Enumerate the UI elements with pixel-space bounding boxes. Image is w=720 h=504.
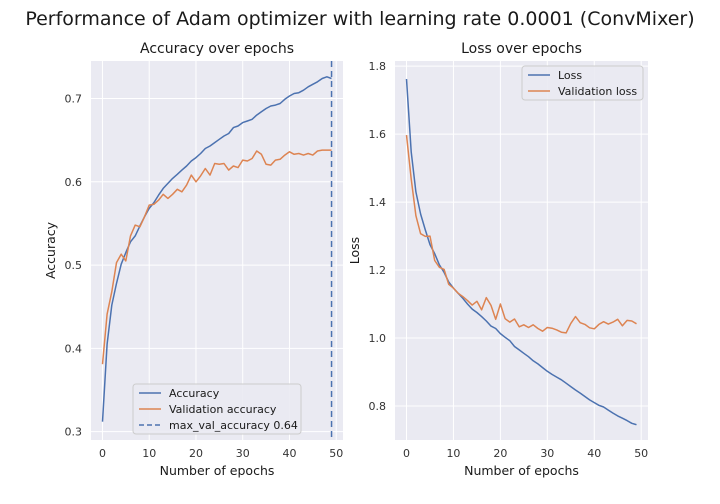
accuracy-legend-label: Accuracy [169,387,220,400]
loss-panel: 0 10 20 30 40 50 0.8 1.0 1.2 1.4 1.6 1.8 Loss over … [347,41,648,478]
accuracy-legend-label: max_val_accuracy 0.64 [169,419,298,432]
accuracy-legend: Accuracy Validation accuracy max_val_accur… [132,383,302,435]
accuracy-y-tick-label: 0.3 [65,426,83,439]
loss-legend-label: Loss [558,69,582,82]
loss-y-tick-label: 1.0 [369,332,387,345]
accuracy-panel-title: Accuracy over epochs [140,41,294,57]
accuracy-y-tick-label: 0.7 [65,92,83,105]
loss-x-tick-label: 10 [446,447,460,460]
loss-x-tick-label: 0 [403,447,410,460]
accuracy-line-validation-accuracy [101,149,332,365]
accuracy-y-tick-label: 0.5 [65,259,83,272]
loss-y-tick-label: 1.8 [369,60,387,73]
loss-y-tick-label: 1.6 [369,128,387,141]
loss-series [405,78,637,426]
accuracy-legend-box [132,383,302,435]
loss-plot-area [395,61,648,440]
accuracy-x-tick-label: 20 [189,447,203,460]
accuracy-plot-area [91,61,343,440]
accuracy-y-tick-label: 0.6 [65,176,83,189]
loss-x-tick-label: 30 [540,447,554,460]
accuracy-series [101,61,333,440]
loss-legend-box [521,65,644,101]
loss-x-tick-label: 50 [634,447,648,460]
accuracy-x-tick-label: 0 [99,447,106,460]
loss-y-tick-label: 1.4 [369,196,387,209]
loss-y-tick-label: 1.2 [369,264,387,277]
accuracy-legend-label: Validation accuracy [169,403,277,416]
accuracy-x-tick-label: 30 [236,447,250,460]
loss-y-axis-label: Loss [347,237,362,264]
loss-gridlines [395,61,648,440]
loss-panel-title: Loss over epochs [461,41,582,57]
accuracy-x-tick-label: 40 [282,447,296,460]
loss-legend: Loss Validation loss [521,65,644,101]
accuracy-y-axis-label: Accuracy [43,221,58,279]
accuracy-x-tick-label: 10 [142,447,156,460]
loss-legend-label: Validation loss [558,85,637,98]
loss-y-tick-label: 0.8 [369,400,387,413]
accuracy-y-tick-label: 0.4 [65,342,83,355]
accuracy-gridlines [91,61,343,440]
loss-x-axis-label: Number of epochs [464,463,579,478]
accuracy-x-axis-label: Number of epochs [160,463,275,478]
loss-x-tick-label: 40 [587,447,601,460]
loss-x-tick-label: 20 [493,447,507,460]
accuracy-x-tick-label: 50 [329,447,343,460]
figure-title: Performance of Adam optimizer with learn… [25,8,694,30]
loss-tick-labels: 0 10 20 30 40 50 0.8 1.0 1.2 1.4 1.6 1.8 [369,60,649,460]
loss-line-validation-loss [405,135,637,334]
accuracy-tick-labels: 0 10 20 30 40 50 0.3 0.4 0.5 0.6 0.7 [65,92,344,460]
accuracy-panel: 0 10 20 30 40 50 0.3 0.4 0.5 0.6 0.7 Accuracy over… [43,41,343,478]
